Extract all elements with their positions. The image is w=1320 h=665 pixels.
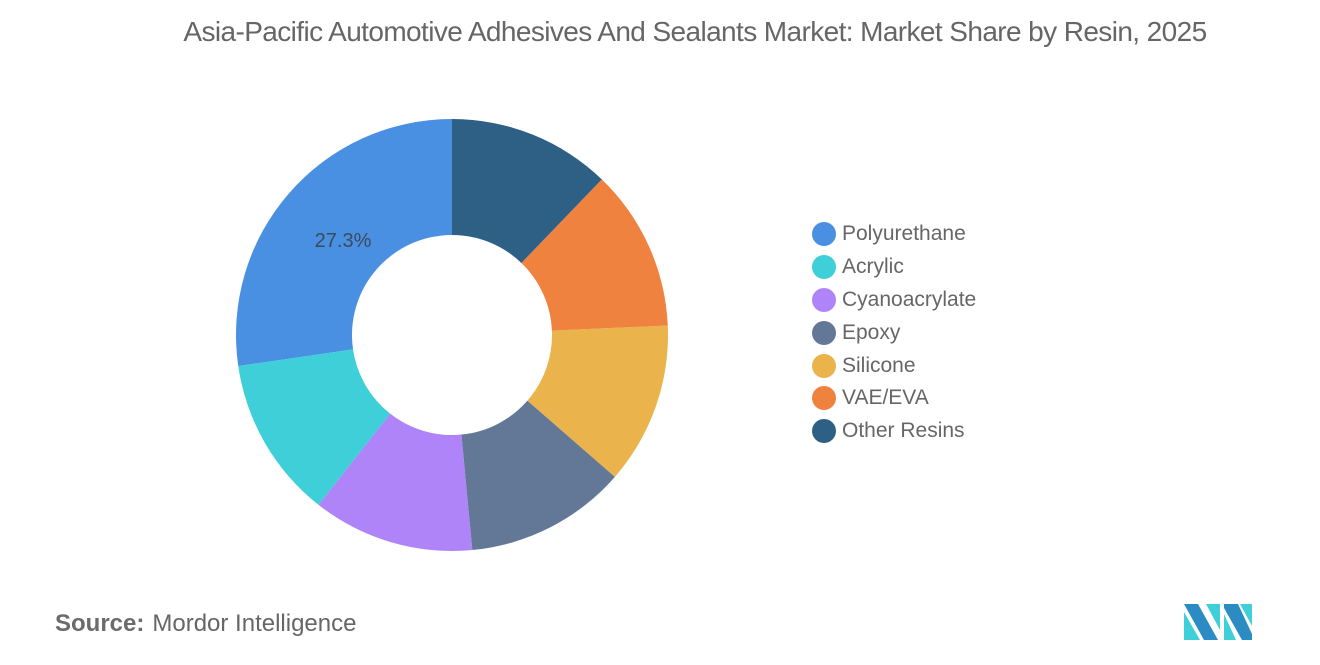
legend-swatch-icon [812,255,836,280]
legend-swatch-icon [812,287,836,312]
source-note: Source: Mordor Intelligence [55,610,356,638]
slice-epoxy[interactable] [461,400,615,551]
chart-title: Asia-Pacific Automotive Adhesives And Se… [183,16,1207,47]
legend-item-epoxy[interactable]: Epoxy [812,316,976,349]
legend-item-polyurethane[interactable]: Polyurethane [812,218,976,251]
legend-swatch-icon [812,320,836,345]
legend-item-silicone[interactable]: Silicone [812,349,976,382]
slice-silicone[interactable] [527,325,669,477]
legend-swatch-icon [812,386,836,411]
slice-other-resins[interactable] [452,119,602,263]
legend-item-vae-eva[interactable]: VAE/EVA [812,382,976,415]
source-value: Mordor Intelligence [152,610,357,637]
chart-legend: Polyurethane Acrylic Cyanoacrylate Epoxy… [812,218,976,448]
mordor-intelligence-logo-icon [1184,604,1252,640]
slice-polyurethane[interactable] [235,119,452,367]
legend-item-cyanoacrylate[interactable]: Cyanoacrylate [812,284,976,317]
slice-vae-eva[interactable] [521,179,668,331]
legend-label: Silicone [842,353,916,377]
slice-acrylic[interactable] [238,349,391,505]
legend-label: Acrylic [842,255,904,279]
legend-swatch-icon [812,419,836,444]
donut-slices [235,119,669,551]
legend-swatch-icon [812,222,836,247]
legend-item-other-resins[interactable]: Other Resins [812,415,976,448]
legend-label: VAE/EVA [842,386,929,410]
legend-label: Cyanoacrylate [842,287,977,311]
legend-swatch-icon [812,353,836,378]
legend-label: Polyurethane [842,222,966,246]
legend-label: Other Resins [842,419,965,443]
legend-item-acrylic[interactable]: Acrylic [812,251,976,284]
polyurethane-share-label: 27.3% [315,230,372,252]
source-key: Source: [55,610,145,637]
legend-label: Epoxy [842,320,901,344]
slice-cyanoacrylate[interactable] [318,413,473,551]
